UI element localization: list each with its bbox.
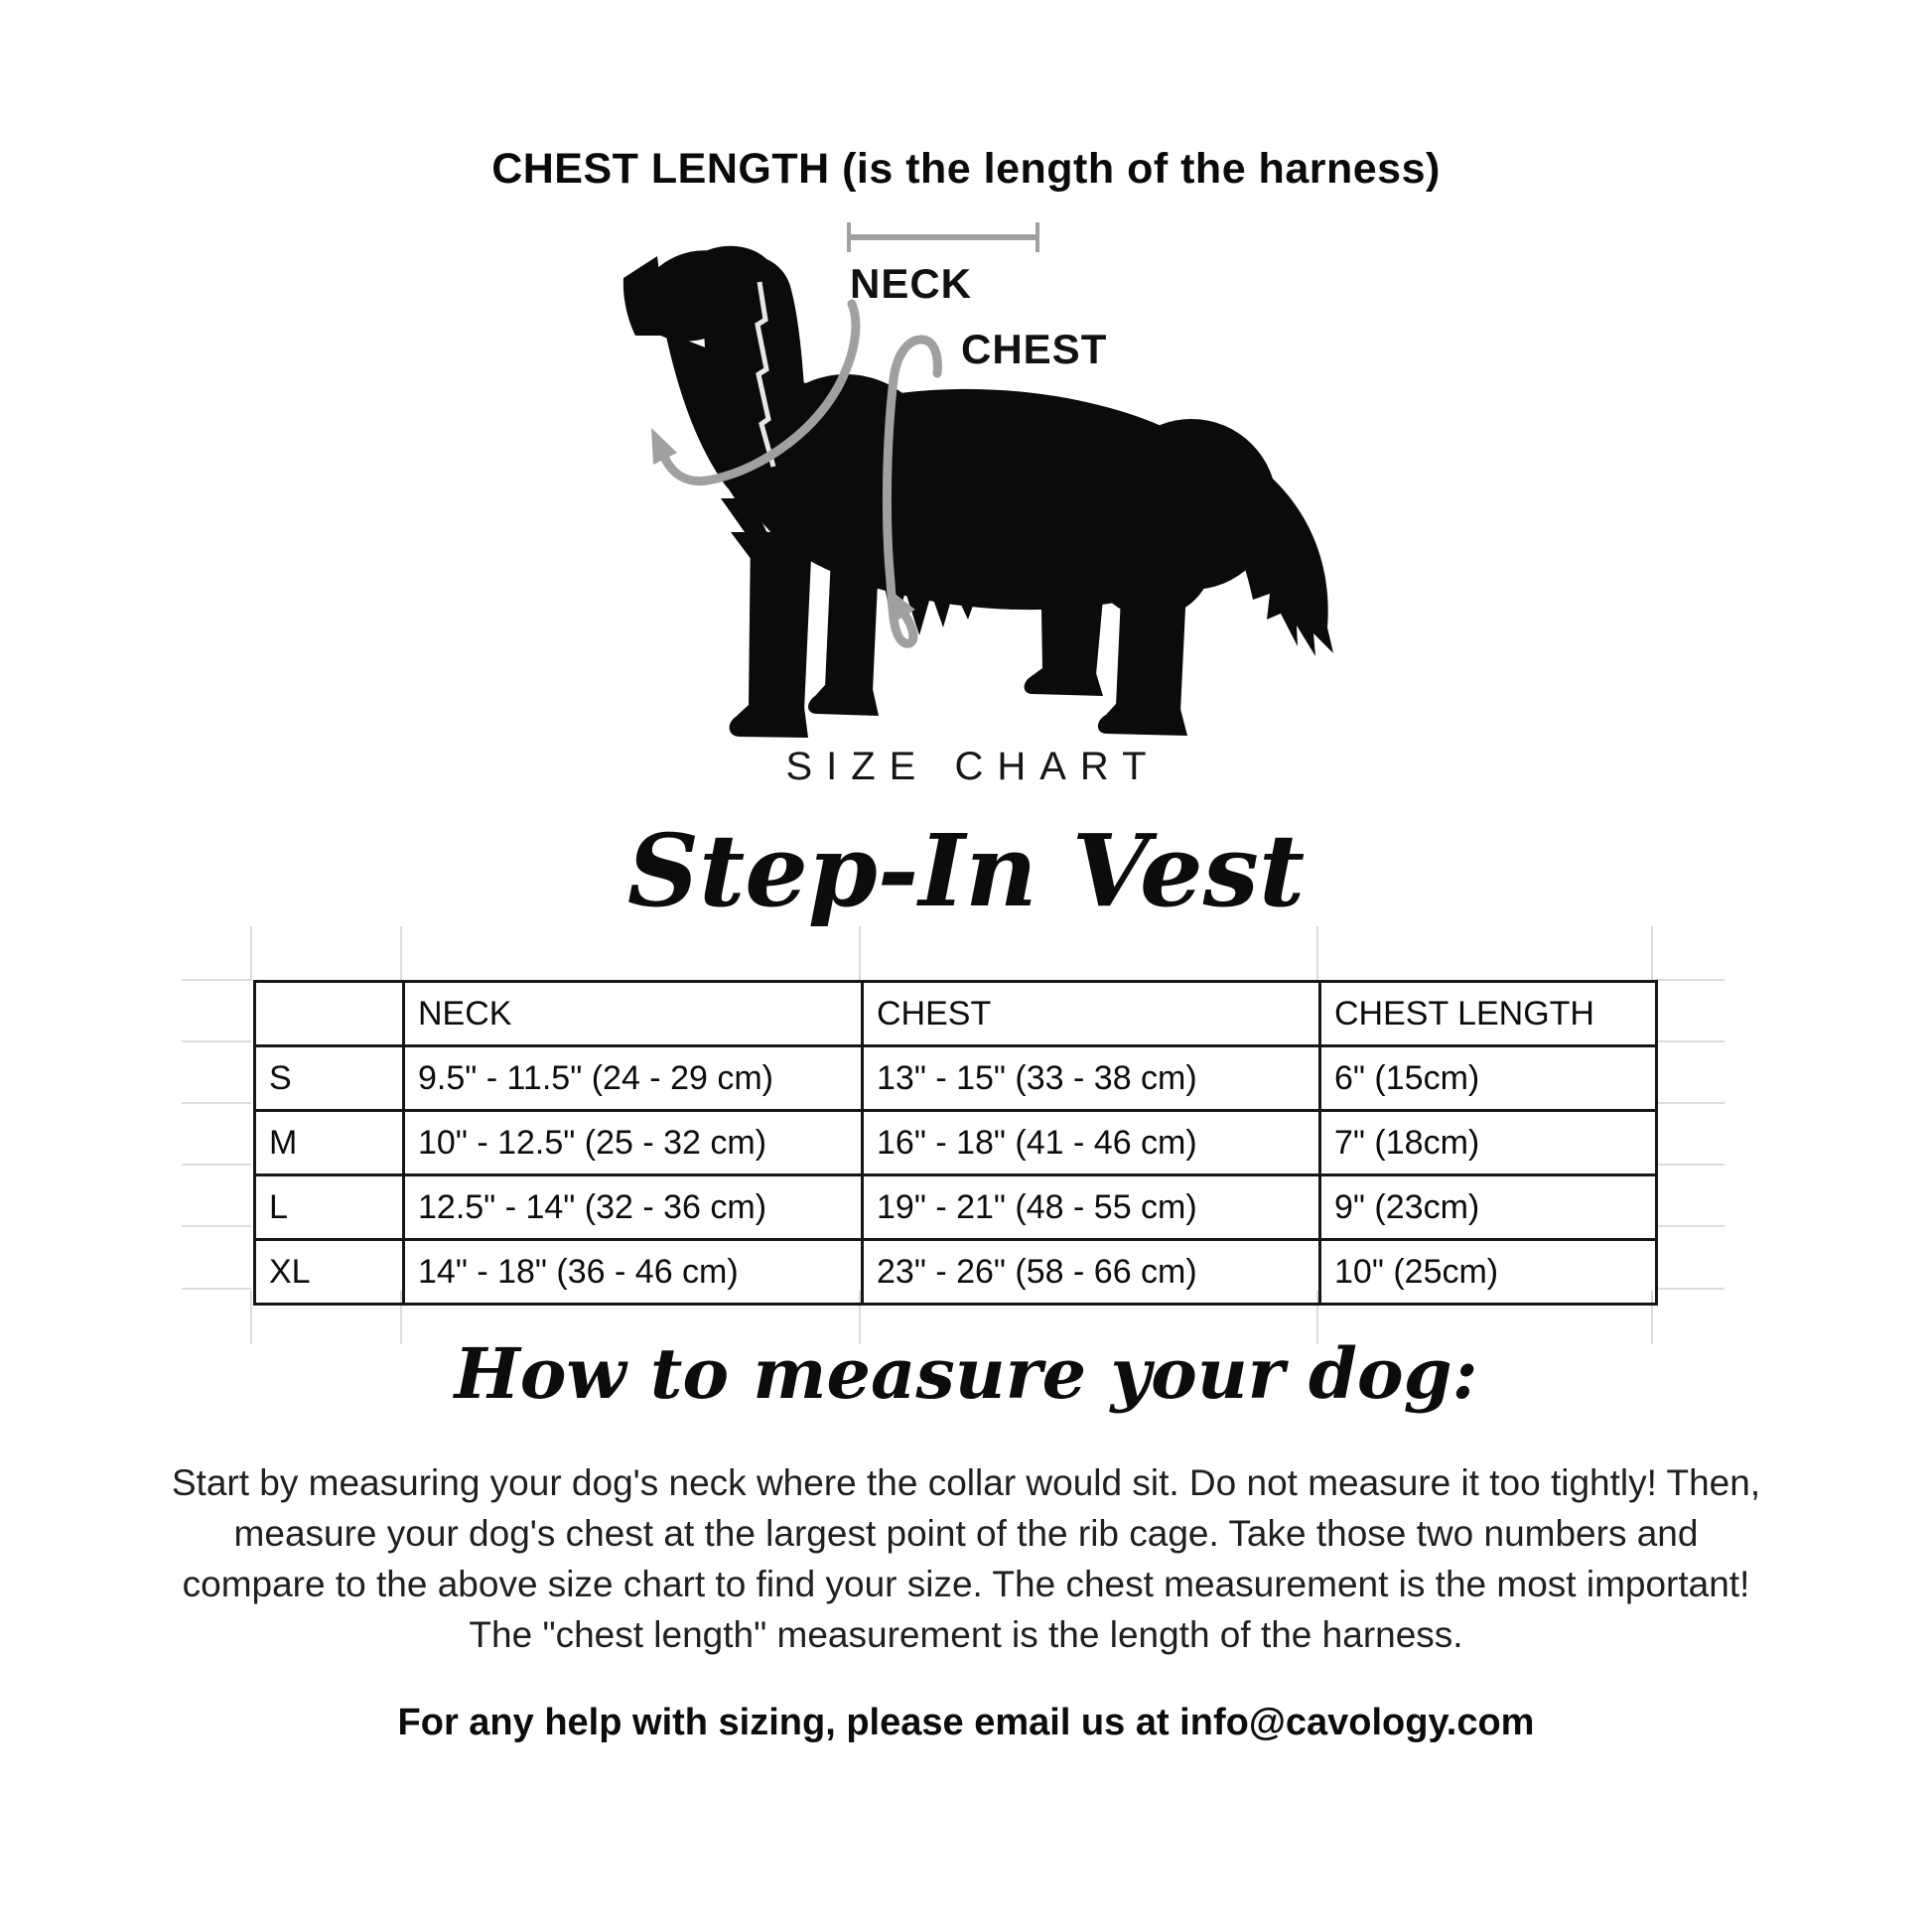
instructions-line: compare to the above size chart to find … <box>182 1564 1750 1604</box>
col-header-neck: NECK <box>402 980 864 1047</box>
col-header-chest-length: CHEST LENGTH <box>1318 980 1658 1047</box>
product-name-script: Step-In Vest <box>626 812 1306 929</box>
gridline-extension <box>400 1291 402 1344</box>
gridline-extension <box>1655 1225 1725 1227</box>
chest-length-title: CHEST LENGTH (is the length of the harne… <box>491 145 1441 193</box>
dog-hind-leg <box>1040 552 1106 675</box>
table-header-row: NECK CHEST CHEST LENGTH <box>253 980 1658 1047</box>
col-header-chest: CHEST <box>861 980 1321 1047</box>
gridline-extension <box>1651 926 1653 980</box>
gridline-extension <box>182 1040 251 1042</box>
gridline-extension <box>1316 926 1318 980</box>
gridline-extension <box>182 1225 251 1227</box>
gridline-extension <box>182 979 251 981</box>
how-to-heading: How to measure your dog: <box>454 1332 1478 1415</box>
col-header-size <box>253 980 405 1047</box>
chest-measure-arc <box>882 335 942 648</box>
gridline-extension <box>250 1291 252 1344</box>
chest-cell: 13" - 15" (33 - 38 cm) <box>861 1044 1321 1112</box>
instructions-line: measure your dog's chest at the largest … <box>233 1513 1699 1554</box>
table-row-l: L 12.5" - 14" (32 - 36 cm) 19" - 21" (48… <box>253 1173 1658 1241</box>
dog-front-leg <box>749 530 812 711</box>
bracket-right-tick <box>1035 222 1039 252</box>
instructions-line: The "chest length" measurement is the le… <box>469 1614 1463 1655</box>
instructions-line: Start by measuring your dog's neck where… <box>171 1462 1761 1503</box>
gridline-extension <box>1655 979 1725 981</box>
chest-arrowhead-icon <box>889 589 915 621</box>
gridline-extension <box>1655 1288 1725 1290</box>
gridline-extension <box>859 1291 861 1344</box>
size-chart-caption: SIZE CHART <box>785 745 1161 788</box>
gridline-extension <box>1655 1040 1725 1042</box>
table-row-xl: XL 14" - 18" (36 - 46 cm) 23" - 26" (58 … <box>253 1238 1658 1306</box>
gridline-extension <box>250 926 252 980</box>
size-cell: XL <box>253 1238 405 1306</box>
chest-cell: 23" - 26" (58 - 66 cm) <box>861 1238 1321 1306</box>
dog-thigh <box>1090 494 1213 618</box>
dog-hind-paw-2 <box>1097 704 1187 736</box>
size-cell: L <box>253 1173 405 1241</box>
table-row-m: M 10" - 12.5" (25 - 32 cm) 16" - 18" (41… <box>253 1109 1658 1176</box>
dog-front-paw <box>729 705 808 738</box>
chest-cell: 19" - 21" (48 - 55 cm) <box>861 1173 1321 1241</box>
dog-belly-feathers <box>882 572 1029 635</box>
chest-length-measure-bracket <box>847 222 1039 252</box>
size-cell: M <box>253 1109 405 1176</box>
bracket-bar <box>847 234 1039 240</box>
dog-front-leg-2 <box>825 534 880 691</box>
sizing-help-email-line: For any help with sizing, please email u… <box>397 1702 1535 1743</box>
dog-hind-paw <box>1024 668 1103 696</box>
gridline-extension <box>400 926 402 980</box>
gridline-extension <box>1655 1102 1725 1104</box>
chest-length-cell: 10" (25cm) <box>1318 1238 1658 1306</box>
measure-arcs <box>660 299 942 648</box>
gridline-extension <box>1316 1291 1318 1344</box>
gridline-extension <box>859 926 861 980</box>
gridline-extension <box>1651 1291 1653 1344</box>
table-row-s: S 9.5" - 11.5" (24 - 29 cm) 13" - 15" (3… <box>253 1044 1658 1112</box>
neck-arrowhead-icon <box>651 428 677 465</box>
dog-ear-feather-line <box>755 281 776 468</box>
neck-measure-arc <box>660 299 861 486</box>
chest-cell: 16" - 18" (41 - 46 cm) <box>861 1109 1321 1176</box>
chest-length-cell: 7" (18cm) <box>1318 1109 1658 1176</box>
dog-hind-leg-2 <box>1116 574 1186 712</box>
neck-cell: 9.5" - 11.5" (24 - 29 cm) <box>402 1044 864 1112</box>
gridline-extension <box>182 1288 251 1290</box>
neck-cell: 12.5" - 14" (32 - 36 cm) <box>402 1173 864 1241</box>
neck-cell: 14" - 18" (36 - 46 cm) <box>402 1238 864 1306</box>
size-table: NECK CHEST CHEST LENGTH S 9.5" - 11.5" (… <box>253 980 1658 1306</box>
chest-length-cell: 9" (23cm) <box>1318 1173 1658 1241</box>
dog-silhouette <box>622 245 1333 738</box>
gridline-extension <box>182 1102 251 1104</box>
dog-front-paw-2 <box>808 685 879 716</box>
gridline-extension <box>182 1164 251 1166</box>
dog-measurement-diagram <box>622 245 1333 738</box>
gridline-extension <box>1655 1164 1725 1166</box>
arc-arrowheads <box>651 428 915 621</box>
chest-label: CHEST <box>961 326 1108 372</box>
dog-tail <box>1185 435 1333 656</box>
neck-label: NECK <box>850 260 973 307</box>
neck-cell: 10" - 12.5" (25 - 32 cm) <box>402 1109 864 1176</box>
chest-length-cell: 6" (15cm) <box>1318 1044 1658 1112</box>
size-cell: S <box>253 1044 405 1112</box>
